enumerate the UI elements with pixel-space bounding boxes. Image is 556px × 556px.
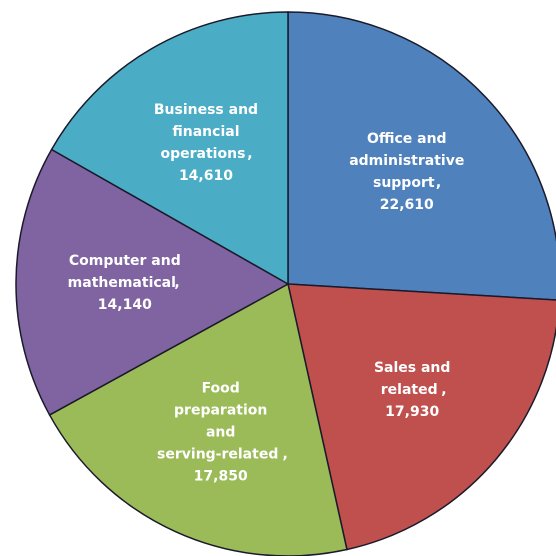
pie-slice [287,283,556,551]
value-label: 14,140 [98,297,152,313]
pie-slice [48,282,348,556]
name-line: operations [161,146,246,162]
name-line: Office and [367,131,447,147]
slice-name: Office and administrative support [349,131,464,191]
slice-name: Food preparation and serving-related [157,381,278,463]
name-line: Computer and [69,253,181,269]
data-label: Food preparation and serving-related , 17,850 [157,381,288,485]
value-label: 14,610 [179,168,233,184]
data-label: Office and administrative support ,22,610 [349,131,464,213]
data-label: Computer and mathematical, 14,140 [68,253,181,313]
name-line: mathematical [68,275,176,291]
name-line: preparation [174,403,267,419]
name-line: related [381,382,438,398]
name-line: Sales and [374,360,450,376]
data-label: Business and financial operations , 14,610 [154,102,258,184]
pie-slice [287,11,556,301]
name-line: Food [202,381,240,397]
value-label: 17,930 [385,404,439,420]
slice-name: Business and financial operations [154,102,258,162]
name-line: Business and [154,102,258,118]
name-line: serving-related [157,447,278,463]
separator: , [247,146,252,162]
separator: , [441,382,446,398]
slice-name: Computer and mathematical [68,253,181,291]
pie-slice [50,11,289,286]
slice-name: Sales and related [374,360,450,398]
value-label: 22,610 [380,197,434,213]
name-line: financial [172,124,239,140]
name-line: administrative [349,153,464,169]
separator: , [436,175,441,191]
name-line: and [206,425,235,441]
name-line: support [373,175,435,191]
pie-slice [15,148,290,416]
separator: , [283,447,288,463]
value-label: 17,850 [194,469,248,485]
separator: , [174,275,179,291]
data-label: Sales and related ,17,930 [374,360,450,420]
